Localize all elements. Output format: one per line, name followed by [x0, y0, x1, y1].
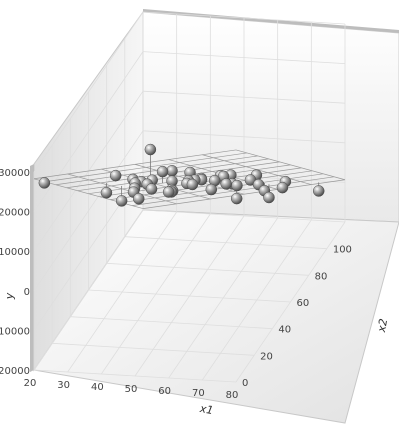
x2-axis-ticks: 0 20 40 60 80 100: [242, 245, 352, 389]
data-point: [38, 177, 51, 189]
data-point: [115, 195, 128, 207]
x2-axis-title: x2: [375, 318, 390, 335]
y-tick-label: 30000: [0, 168, 30, 179]
x1-axis-title: x1: [198, 402, 215, 417]
y-tick-label: 20000: [0, 208, 30, 219]
data-point: [276, 181, 289, 194]
x2-tick-label: 0: [242, 378, 248, 389]
data-point: [162, 186, 175, 198]
back-wall-top-edge: [143, 9, 399, 33]
x2-tick-label: 20: [260, 351, 273, 362]
x2-tick-label: 80: [315, 271, 328, 282]
left-wall-edge: [30, 164, 34, 372]
walls: [30, 9, 399, 424]
plane-line-x2: [67, 173, 177, 205]
y-tick-label: 0: [24, 287, 30, 298]
x2-tick-label: 60: [297, 298, 310, 309]
gridline-floor-x2: [52, 342, 255, 356]
data-point: [145, 183, 158, 195]
x2-tick-label: 100: [333, 245, 352, 256]
data-points: [38, 143, 325, 207]
y-tick-label: -10000: [0, 326, 30, 337]
x1-tick-label: 80: [226, 390, 239, 401]
x1-tick-label: 20: [24, 378, 37, 389]
data-point: [231, 179, 243, 192]
data-point: [186, 178, 199, 191]
data-point: [144, 143, 157, 156]
y-tick-label: 10000: [0, 247, 30, 258]
gridline-floor-x2: [70, 316, 273, 330]
gridline-floor-x2: [124, 236, 327, 250]
y-tick-label: -20000: [0, 366, 30, 377]
data-point: [100, 186, 113, 199]
x1-tick-label: 70: [192, 388, 205, 399]
data-point: [312, 185, 325, 197]
x2-tick-label: 40: [278, 325, 291, 336]
data-point: [230, 192, 243, 205]
y-axis-ticks: -20000 -10000 0 10000 20000 30000: [0, 168, 30, 377]
x1-tick-label: 40: [91, 382, 104, 393]
gridline-floor-x2: [33, 369, 237, 383]
data-point: [263, 191, 275, 204]
y-axis-title: y: [3, 292, 16, 300]
data-point: [156, 165, 169, 178]
plane-line-x2: [235, 149, 346, 181]
x1-tick-label: 60: [158, 386, 171, 397]
x1-axis-ticks: 20 30 40 50 60 70 80: [24, 378, 239, 401]
x1-tick-label: 30: [57, 380, 70, 391]
data-point: [220, 178, 232, 190]
gridline-floor-x2: [106, 262, 309, 276]
data-point: [132, 192, 145, 205]
data-point: [109, 169, 122, 182]
x1-tick-label: 50: [125, 384, 138, 395]
gridline-floor-x2: [88, 289, 291, 303]
data-point: [205, 183, 218, 196]
